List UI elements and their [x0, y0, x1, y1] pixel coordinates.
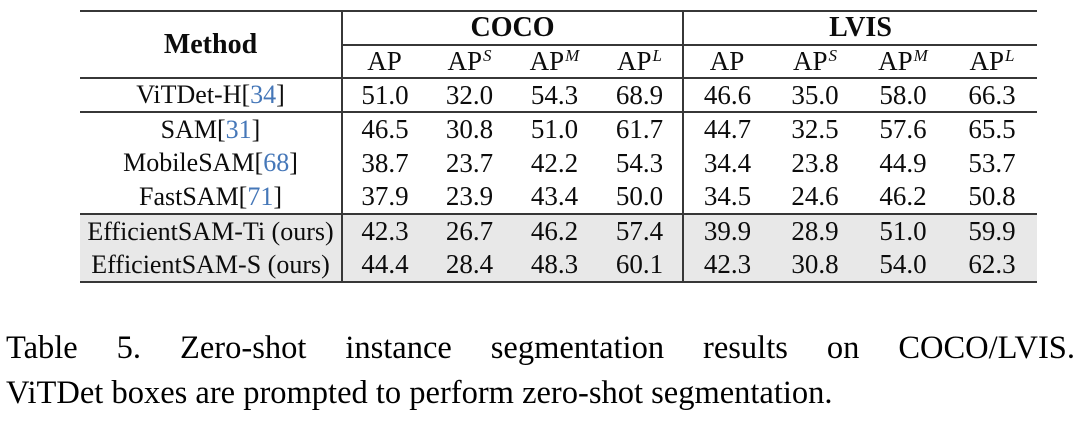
- value-cell: 66.3: [947, 78, 1037, 113]
- caption-line-1: Table 5. Zero-shot instance segmentation…: [6, 330, 1075, 366]
- value-cell: 50.8: [947, 180, 1037, 215]
- value-cell: 62.3: [947, 248, 1037, 283]
- value-cell: 60.1: [597, 248, 683, 283]
- value-cell: 48.3: [512, 248, 597, 283]
- value-cell: 54.0: [859, 248, 947, 283]
- citation-link[interactable]: 34: [250, 80, 277, 109]
- method-cell: EfficientSAM-S (ours): [80, 248, 342, 283]
- caption-line-2: ViTDet boxes are prompted to perform zer…: [6, 375, 833, 411]
- citation-link[interactable]: 68: [263, 148, 290, 177]
- value-cell: 23.9: [427, 180, 512, 215]
- value-cell: 57.4: [597, 214, 683, 248]
- method-cell: FastSAM[71]: [80, 180, 342, 215]
- table-row-sam: SAM[31] 46.5 30.8 51.0 61.7 44.7 32.5 57…: [80, 112, 1037, 146]
- method-cell: EfficientSAM-Ti (ours): [80, 214, 342, 248]
- table-row-efficientsam-s: EfficientSAM-S (ours) 44.4 28.4 48.3 60.…: [80, 248, 1037, 283]
- results-table: Method COCO LVIS AP APS APM APL AP APS A…: [80, 10, 1037, 283]
- value-cell: 54.3: [512, 78, 597, 113]
- value-cell: 65.5: [968, 114, 1016, 144]
- value-cell: 37.9: [341, 180, 427, 215]
- table-row-mobilesam: MobileSAM[68] 38.7 23.7 42.2 54.3 34.4 2…: [80, 146, 1037, 180]
- value-cell: 51.0: [530, 114, 579, 144]
- value-cell: 44.9: [879, 147, 927, 178]
- value-cell: 38.7: [341, 146, 427, 180]
- value-cell: 34.5: [682, 180, 771, 215]
- col-header-coco-ap-s: APS: [427, 45, 512, 79]
- col-header-lvis-ap-s: APS: [771, 45, 859, 79]
- value-cell: 32.0: [427, 78, 512, 113]
- value-cell: 51.0: [341, 78, 427, 113]
- value-cell: 61.7: [615, 114, 664, 144]
- value-cell: 23.7: [445, 147, 494, 178]
- col-header-lvis-ap-l: APL: [947, 45, 1037, 79]
- value-cell: 46.5: [341, 112, 427, 146]
- citation-link[interactable]: 71: [247, 181, 274, 211]
- value-cell: 58.0: [859, 78, 947, 113]
- group-header-lvis: LVIS: [682, 11, 1037, 46]
- method-cell: SAM[31]: [160, 114, 261, 144]
- value-cell: 46.6: [682, 78, 771, 113]
- group-header-coco: COCO: [341, 11, 683, 46]
- value-cell: 26.7: [427, 214, 512, 248]
- value-cell: 46.2: [859, 180, 947, 215]
- table-row-vitdet-h: ViTDet-H[34] 51.0 32.0 54.3 68.9 46.6 35…: [80, 78, 1037, 113]
- value-cell: 39.9: [682, 214, 771, 248]
- value-cell: 54.3: [615, 147, 664, 178]
- value-cell: 30.8: [445, 114, 494, 144]
- value-cell: 42.2: [530, 147, 579, 178]
- value-cell: 30.8: [771, 248, 859, 283]
- value-cell: 44.7: [682, 112, 771, 146]
- value-cell: 59.9: [947, 214, 1037, 248]
- value-cell: 43.4: [512, 180, 597, 215]
- method-cell: MobileSAM[68]: [123, 148, 298, 177]
- value-cell: 68.9: [597, 78, 683, 113]
- metric-header-row: AP APS APM APL AP APS APM APL: [80, 45, 1037, 79]
- col-header-coco-ap-m: APM: [512, 45, 597, 79]
- citation-link[interactable]: 31: [225, 114, 252, 144]
- value-cell: 53.7: [968, 147, 1016, 178]
- value-cell: 42.3: [682, 248, 771, 283]
- value-cell: 24.6: [771, 180, 859, 215]
- table-row-efficientsam-ti: EfficientSAM-Ti (ours) 42.3 26.7 46.2 57…: [80, 214, 1037, 248]
- col-header-lvis-ap-m: APM: [859, 45, 947, 79]
- value-cell: 32.5: [791, 114, 839, 144]
- value-cell: 51.0: [859, 214, 947, 248]
- value-cell: 46.2: [512, 214, 597, 248]
- table-row-fastsam: FastSAM[71] 37.9 23.9 43.4 50.0 34.5 24.…: [80, 180, 1037, 215]
- col-header-lvis-ap: AP: [682, 45, 771, 79]
- col-header-coco-ap: AP: [341, 45, 427, 79]
- method-column-header: Method: [80, 11, 342, 79]
- value-cell: 42.3: [341, 214, 427, 248]
- value-cell: 57.6: [879, 114, 927, 144]
- value-cell: 28.9: [771, 214, 859, 248]
- value-cell: 34.4: [682, 146, 771, 180]
- value-cell: 23.8: [791, 147, 839, 178]
- col-header-coco-ap-l: APL: [597, 45, 683, 79]
- value-cell: 28.4: [427, 248, 512, 283]
- value-cell: 44.4: [341, 248, 427, 283]
- value-cell: 50.0: [597, 180, 683, 215]
- table-caption: Table 5. Zero-shot instance segmentation…: [6, 326, 1075, 416]
- value-cell: 35.0: [771, 78, 859, 113]
- method-cell: ViTDet-H[34]: [80, 78, 342, 113]
